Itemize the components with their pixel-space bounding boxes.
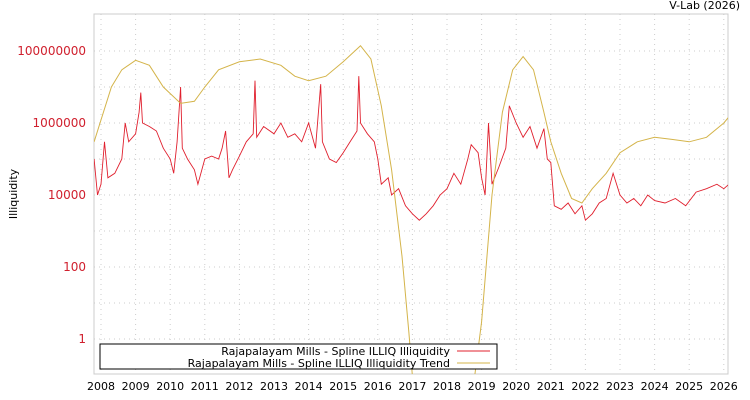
x-tick-label: 2023 bbox=[606, 380, 634, 393]
x-tick-label: 2020 bbox=[502, 380, 530, 393]
plot-area bbox=[93, 13, 729, 375]
x-tick-label: 2026 bbox=[710, 380, 738, 393]
x-tick-label: 2011 bbox=[191, 380, 219, 393]
y-tick-label: 100000000 bbox=[17, 44, 86, 58]
x-tick-label: 2012 bbox=[225, 380, 253, 393]
x-tick-label: 2014 bbox=[295, 380, 323, 393]
legend: Rajapalayam Mills - Spline ILLIQ Illiqui… bbox=[99, 343, 498, 370]
x-tick-label: 2009 bbox=[122, 380, 150, 393]
legend-label-illiquidity: Rajapalayam Mills - Spline ILLIQ Illiqui… bbox=[221, 345, 450, 358]
x-tick-label: 2008 bbox=[87, 380, 115, 393]
y-tick-label: 1000000 bbox=[33, 116, 86, 130]
y-tick-label: 10000 bbox=[48, 188, 86, 202]
x-tick-label: 2021 bbox=[537, 380, 565, 393]
y-tick-label: 100 bbox=[63, 260, 86, 274]
x-axis: 2008 2009 2010 2011 2012 2013 2014 2015 2016 2017… bbox=[87, 380, 738, 393]
legend-label-trend: Rajapalayam Mills - Spline ILLIQ Illiqui… bbox=[188, 357, 450, 370]
x-tick-label: 2018 bbox=[433, 380, 461, 393]
x-tick-label: 2015 bbox=[329, 380, 357, 393]
grid bbox=[94, 14, 728, 374]
credit-label: V-Lab (2026) bbox=[669, 0, 740, 12]
x-tick-label: 2010 bbox=[156, 380, 184, 393]
x-tick-label: 2016 bbox=[364, 380, 392, 393]
x-tick-label: 2017 bbox=[398, 380, 426, 393]
illiquidity-line bbox=[94, 76, 728, 222]
y-axis: 1 100 10000 1000000 100000000 bbox=[17, 44, 86, 346]
x-tick-label: 2013 bbox=[260, 380, 288, 393]
x-tick-label: 2022 bbox=[571, 380, 599, 393]
x-tick-label: 2025 bbox=[675, 380, 703, 393]
trend-line bbox=[94, 44, 728, 374]
x-tick-label: 2019 bbox=[468, 380, 496, 393]
y-axis-label: Illiquidity bbox=[7, 168, 20, 219]
y-tick-label: 1 bbox=[78, 332, 86, 346]
x-tick-label: 2024 bbox=[641, 380, 669, 393]
